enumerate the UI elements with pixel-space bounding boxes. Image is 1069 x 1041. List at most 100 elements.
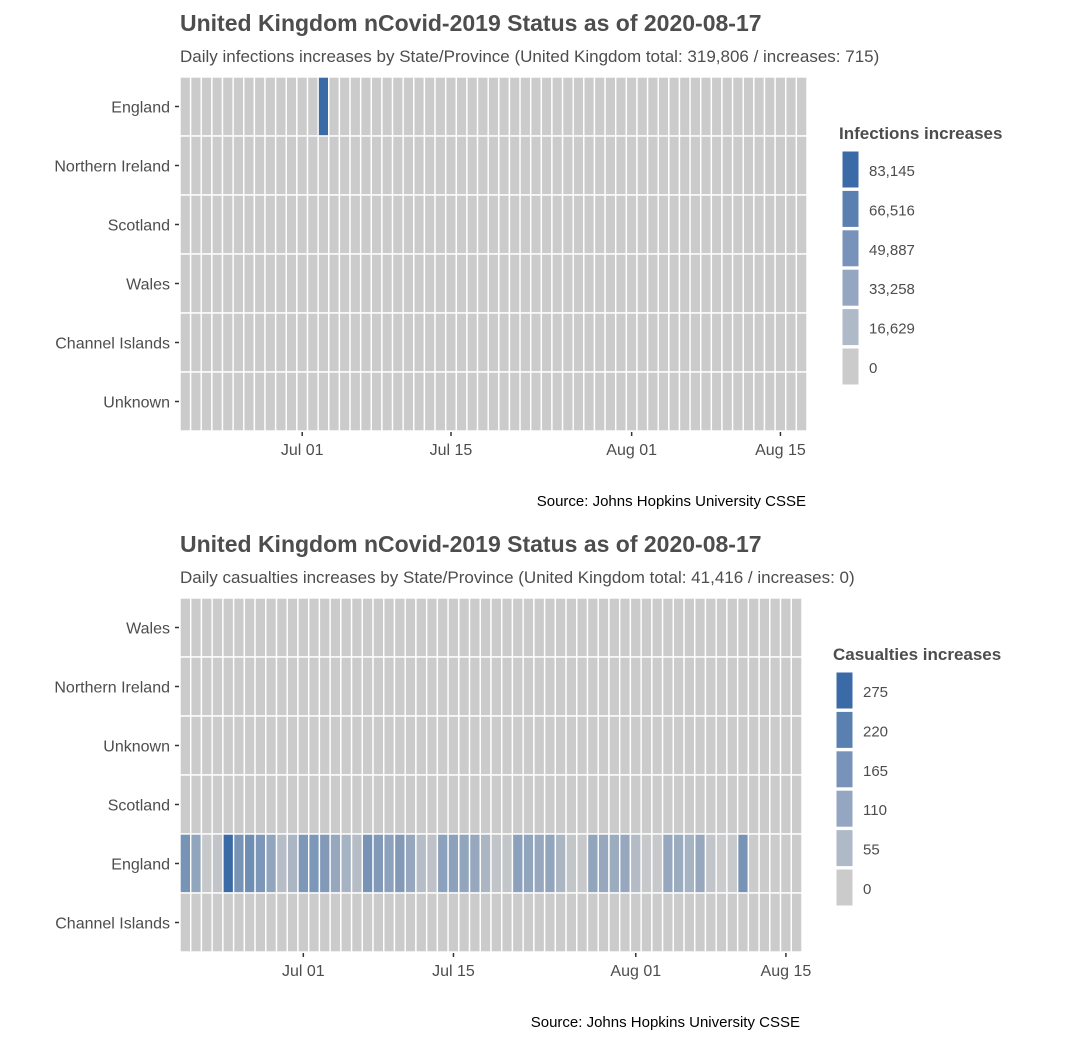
heatmap-tile xyxy=(661,833,675,894)
heatmap-tile xyxy=(436,774,449,835)
y-tick-label: Wales xyxy=(126,277,170,294)
heatmap-tile xyxy=(436,892,449,953)
heatmap-tile xyxy=(391,253,404,314)
heatmap-tile xyxy=(490,597,503,658)
heatmap-tile xyxy=(795,76,808,137)
heatmap-tile xyxy=(447,774,460,835)
heatmap-tile xyxy=(383,597,396,658)
heatmap-tile xyxy=(586,833,599,894)
heatmap-tile xyxy=(425,656,439,717)
heatmap-tile xyxy=(753,312,766,373)
heatmap-tile xyxy=(597,597,610,658)
heatmap-tile xyxy=(625,135,638,196)
heatmap-tile xyxy=(758,656,771,717)
heatmap-tile xyxy=(318,715,331,776)
heatmap-tile xyxy=(615,253,628,314)
heatmap-tile xyxy=(769,656,782,717)
heatmap-tile xyxy=(297,892,310,953)
heatmap-tile xyxy=(763,253,776,314)
heatmap-tile xyxy=(349,253,362,314)
heatmap-tile xyxy=(785,253,798,314)
heatmap-tile xyxy=(338,253,351,314)
heatmap-tile xyxy=(296,76,309,137)
heatmap-tile xyxy=(179,715,192,776)
heatmap-tile xyxy=(413,371,426,432)
heatmap-tile xyxy=(425,774,439,835)
heatmap-tile xyxy=(222,774,235,835)
heatmap-tile xyxy=(425,892,439,953)
heatmap-tile xyxy=(672,597,685,658)
heatmap-tile xyxy=(466,253,479,314)
heatmap-tile xyxy=(615,76,628,137)
heatmap-tile xyxy=(211,371,224,432)
heatmap-tile xyxy=(318,892,331,953)
heatmap-tile xyxy=(285,312,298,373)
heatmap-tile xyxy=(586,597,599,658)
heatmap-tile xyxy=(758,774,771,835)
chart-subtitle: Daily infections increases by State/Prov… xyxy=(180,47,880,66)
heatmap-tile xyxy=(402,194,415,255)
heatmap-tile xyxy=(466,194,479,255)
heatmap-tile xyxy=(455,194,468,255)
heatmap-tile xyxy=(381,312,394,373)
heatmap-tile xyxy=(511,597,524,658)
heatmap-tile xyxy=(436,715,449,776)
heatmap-tile xyxy=(636,312,649,373)
heatmap-tile xyxy=(338,312,351,373)
heatmap-tile xyxy=(232,656,246,717)
heatmap-tile xyxy=(232,774,246,835)
heatmap-tile xyxy=(307,715,321,776)
heatmap-tile xyxy=(413,312,426,373)
heatmap-tile xyxy=(704,597,717,658)
heatmap-tile xyxy=(243,774,256,835)
heatmap-tile xyxy=(200,833,213,894)
heatmap-tile xyxy=(381,76,394,137)
heatmap-tile xyxy=(372,656,385,717)
heatmap-tile xyxy=(583,371,596,432)
heatmap-tile xyxy=(779,597,792,658)
heatmap-tile xyxy=(646,312,659,373)
heatmap-tile xyxy=(232,715,246,776)
heatmap-tile xyxy=(232,135,245,196)
heatmap-tile xyxy=(543,715,557,776)
heatmap-tile xyxy=(529,135,543,196)
heatmap-tile xyxy=(629,774,642,835)
heatmap-tile xyxy=(189,312,202,373)
heatmap-tile xyxy=(404,597,417,658)
chart-caption: Source: Johns Hopkins University CSSE xyxy=(536,493,806,510)
y-tick-label: Scotland xyxy=(108,798,170,815)
heatmap-tile xyxy=(661,656,675,717)
heatmap-tile xyxy=(318,774,331,835)
heatmap-tile xyxy=(476,135,489,196)
heatmap-tile xyxy=(715,774,728,835)
heatmap-tile xyxy=(742,76,755,137)
heatmap-tile xyxy=(306,194,319,255)
heatmap-tile xyxy=(736,715,750,776)
heatmap-tile xyxy=(657,312,670,373)
heatmap-tile xyxy=(661,774,675,835)
heatmap-tile xyxy=(264,135,277,196)
heatmap-tile xyxy=(264,76,277,137)
heatmap-tile xyxy=(672,656,685,717)
heatmap-tile xyxy=(747,892,760,953)
heatmap-tile xyxy=(434,371,447,432)
heatmap-tile xyxy=(543,774,557,835)
heatmap-tile xyxy=(618,774,632,835)
heatmap-tile xyxy=(710,312,723,373)
heatmap-tile xyxy=(349,312,362,373)
heatmap-tile xyxy=(593,371,606,432)
heatmap-tile xyxy=(179,194,192,255)
heatmap-tile xyxy=(593,135,606,196)
heatmap-tile xyxy=(329,833,342,894)
heatmap-tile xyxy=(651,774,664,835)
heatmap-tile xyxy=(543,833,557,894)
heatmap-tile xyxy=(529,194,543,255)
legend-swatch xyxy=(841,150,860,189)
legend-swatch xyxy=(841,229,860,268)
casualties-heatmap: Wales Northern Ireland Unknown Scotland Engl… xyxy=(54,597,1001,980)
heatmap-tile xyxy=(179,135,192,196)
heatmap-tile xyxy=(604,135,617,196)
heatmap-tile xyxy=(466,312,479,373)
heatmap-tile xyxy=(444,194,458,255)
heatmap-tile xyxy=(232,371,245,432)
